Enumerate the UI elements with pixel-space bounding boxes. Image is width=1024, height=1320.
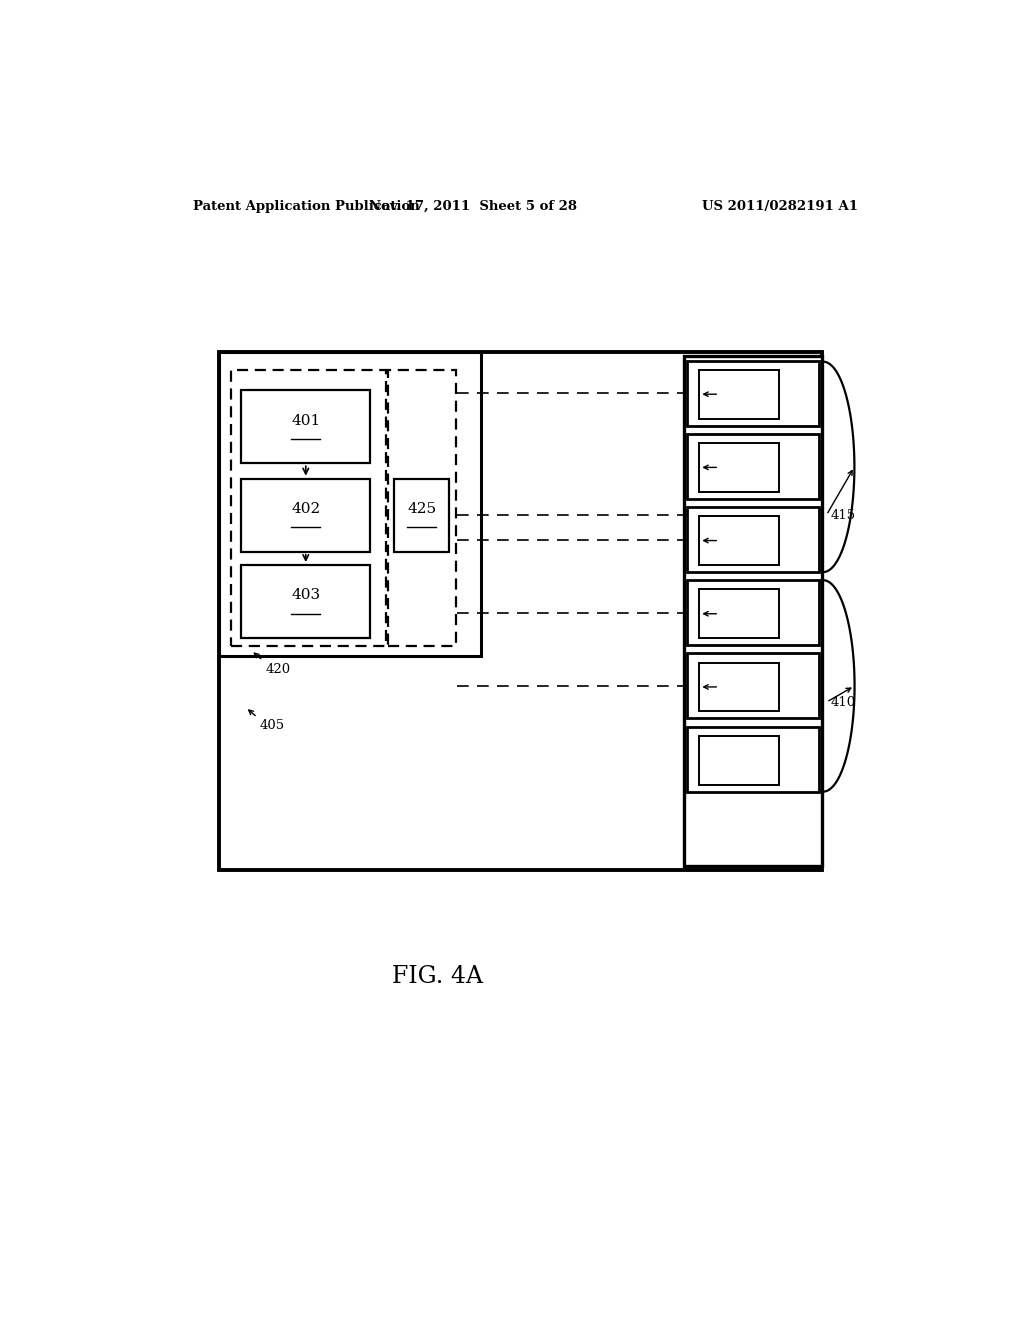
Text: 415: 415 [830, 508, 855, 521]
Bar [699, 663, 778, 711]
Text: 402: 402 [291, 502, 321, 516]
Bar [231, 370, 386, 647]
Bar [687, 434, 819, 499]
Bar [219, 351, 481, 656]
Bar [388, 370, 456, 647]
Bar [687, 581, 819, 645]
Bar [699, 516, 778, 565]
Bar [242, 479, 370, 552]
Bar [699, 370, 778, 418]
Bar [687, 726, 819, 792]
Bar [687, 360, 819, 426]
Bar [699, 589, 778, 638]
Bar [699, 735, 778, 784]
Bar [687, 507, 819, 572]
Text: Patent Application Publication: Patent Application Publication [194, 199, 420, 213]
Text: 403: 403 [291, 589, 321, 602]
Text: 401: 401 [291, 413, 321, 428]
Text: US 2011/0282191 A1: US 2011/0282191 A1 [702, 199, 858, 213]
Text: 410: 410 [830, 696, 855, 709]
Text: 425: 425 [408, 502, 436, 516]
Bar [219, 351, 822, 870]
Bar [394, 479, 450, 552]
Bar [699, 444, 778, 492]
Text: FIG. 4A: FIG. 4A [392, 965, 483, 989]
Text: 405: 405 [260, 719, 285, 733]
Bar [242, 565, 370, 638]
Bar [684, 355, 822, 866]
Text: 420: 420 [265, 663, 291, 676]
Bar [687, 653, 819, 718]
Text: Nov. 17, 2011  Sheet 5 of 28: Nov. 17, 2011 Sheet 5 of 28 [370, 199, 578, 213]
Bar [242, 391, 370, 463]
